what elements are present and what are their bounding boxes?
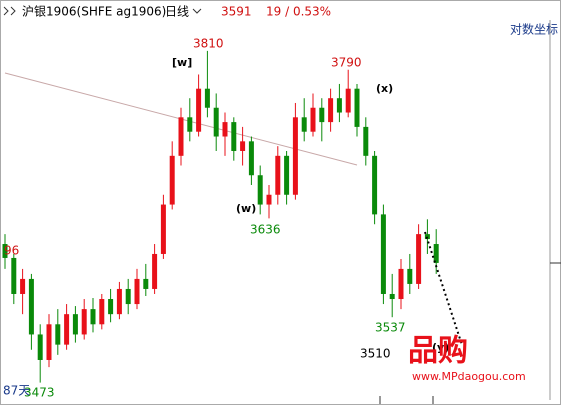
candle-body: [108, 299, 114, 315]
annotation: 3790: [331, 56, 362, 70]
candle-body: [275, 155, 281, 195]
candle-body: [204, 88, 210, 108]
symbol: 沪银1906(SHFE ag1906): [22, 5, 166, 19]
candle-body: [336, 98, 342, 113]
candle-body: [222, 122, 228, 137]
candle-body: [187, 117, 193, 132]
annotation: (y): [432, 341, 449, 354]
price: 3591: [221, 5, 252, 19]
candle-body: [160, 204, 166, 254]
candles: [2, 50, 439, 383]
candle-body: [11, 257, 17, 294]
annotation: 3810: [193, 37, 224, 51]
candle-body: [319, 107, 325, 123]
candle-body: [345, 88, 351, 113]
candle-body: [363, 126, 369, 156]
annotation: 3473: [24, 386, 55, 400]
candle-body: [213, 107, 219, 137]
candle-body: [380, 214, 386, 294]
candle-body: [28, 278, 34, 335]
candle-body: [99, 299, 105, 325]
annotation: 3636: [250, 223, 281, 237]
annotation: 3537: [375, 321, 406, 335]
candle-body: [169, 155, 175, 205]
change: 19 / 0.53%: [266, 5, 331, 19]
candle-body: [64, 314, 70, 345]
candle-body: [134, 278, 140, 305]
candle-body: [301, 117, 307, 132]
candle-body: [240, 141, 246, 151]
watermark-logo: 品购: [408, 334, 468, 369]
candle-body: [257, 175, 263, 205]
candle-body: [398, 268, 404, 300]
annotation: (w): [236, 202, 256, 215]
candle-body: [55, 324, 61, 345]
nav-icon[interactable]: [3, 6, 16, 16]
candle-body: [389, 293, 395, 300]
candle-body: [178, 117, 184, 156]
candle-body: [231, 122, 237, 151]
candle-body: [81, 309, 87, 335]
candle-body: [72, 314, 78, 335]
annotation: [w]: [172, 56, 192, 69]
candle-body: [416, 234, 422, 284]
candle-body: [292, 117, 298, 195]
candle-body: [196, 88, 202, 132]
annotation: 96: [4, 244, 19, 258]
candle-body: [354, 88, 360, 127]
candle-body: [125, 288, 131, 305]
candle-body: [152, 253, 158, 289]
candle-body: [433, 244, 439, 263]
candle-body: [37, 334, 43, 360]
candle-body: [90, 309, 96, 325]
candle-body: [20, 278, 26, 294]
scale-label[interactable]: 对数坐标: [510, 22, 558, 37]
annotation: (x): [376, 82, 393, 95]
annotation: 3510: [360, 347, 391, 361]
period[interactable]: 日线: [165, 5, 189, 19]
candle-body: [248, 141, 254, 176]
candle-body: [266, 194, 272, 205]
annotation: 87天: [3, 384, 30, 398]
candle-body: [143, 278, 149, 289]
header: 沪银1906(SHFE ag1906) 日线 3591 19 / 0.53% 对…: [3, 5, 558, 37]
candle-body: [284, 155, 290, 195]
annotations: 3810 3790 [w] (x) (w) 3636 3537 3510 (y) 96 87天347…: [3, 37, 449, 400]
candle-body: [2, 244, 8, 258]
candle-body: [372, 155, 378, 215]
candle-body: [328, 98, 334, 123]
watermark-url: www.MPdaogou.com: [412, 370, 526, 383]
candle-body: [46, 324, 52, 360]
candle-body: [116, 288, 122, 315]
dropdown[interactable]: [192, 8, 202, 14]
candle-body: [310, 107, 316, 132]
candle-body: [407, 268, 413, 284]
